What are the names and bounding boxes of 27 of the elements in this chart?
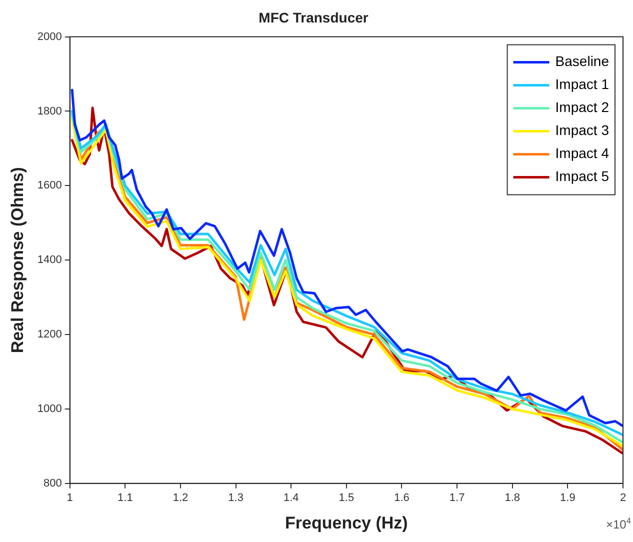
x-tick-label: 1.5 bbox=[338, 492, 354, 504]
chart-title: MFC Transducer bbox=[258, 9, 369, 26]
legend-label: Impact 1 bbox=[555, 76, 610, 92]
x-tick-label: 1.9 bbox=[560, 492, 576, 504]
y-tick-label: 1400 bbox=[37, 254, 62, 266]
y-axis-title: Real Response (Ohms) bbox=[8, 167, 27, 354]
x-tick-label: 1.2 bbox=[172, 492, 188, 504]
y-tick-label: 1000 bbox=[37, 403, 62, 415]
x-tick-label: 1.4 bbox=[283, 492, 299, 504]
legend-label: Impact 4 bbox=[555, 145, 610, 162]
x-tick-label: 1.7 bbox=[449, 492, 465, 504]
legend-label: Impact 2 bbox=[555, 99, 610, 116]
x-tick-label: 1 bbox=[66, 492, 73, 504]
x-tick-label: 1.3 bbox=[228, 492, 244, 504]
legend-label: Impact 3 bbox=[555, 122, 610, 138]
y-tick-label: 1800 bbox=[37, 105, 62, 118]
x-tick-label: 2 bbox=[620, 492, 626, 504]
x-tick-label: 1.8 bbox=[504, 492, 520, 504]
x-axis-title: Frequency (Hz) bbox=[285, 513, 408, 532]
y-tick-label: 800 bbox=[44, 477, 62, 490]
y-tick-label: 2000 bbox=[37, 30, 62, 43]
y-tick-label: 1200 bbox=[37, 328, 62, 341]
y-tick-label: 1600 bbox=[37, 180, 62, 192]
x-tick-label: 1.6 bbox=[394, 492, 410, 504]
legend-label: Baseline bbox=[555, 53, 610, 70]
legend-label: Impact 5 bbox=[555, 168, 610, 184]
x-tick-label: 1.1 bbox=[118, 492, 133, 504]
